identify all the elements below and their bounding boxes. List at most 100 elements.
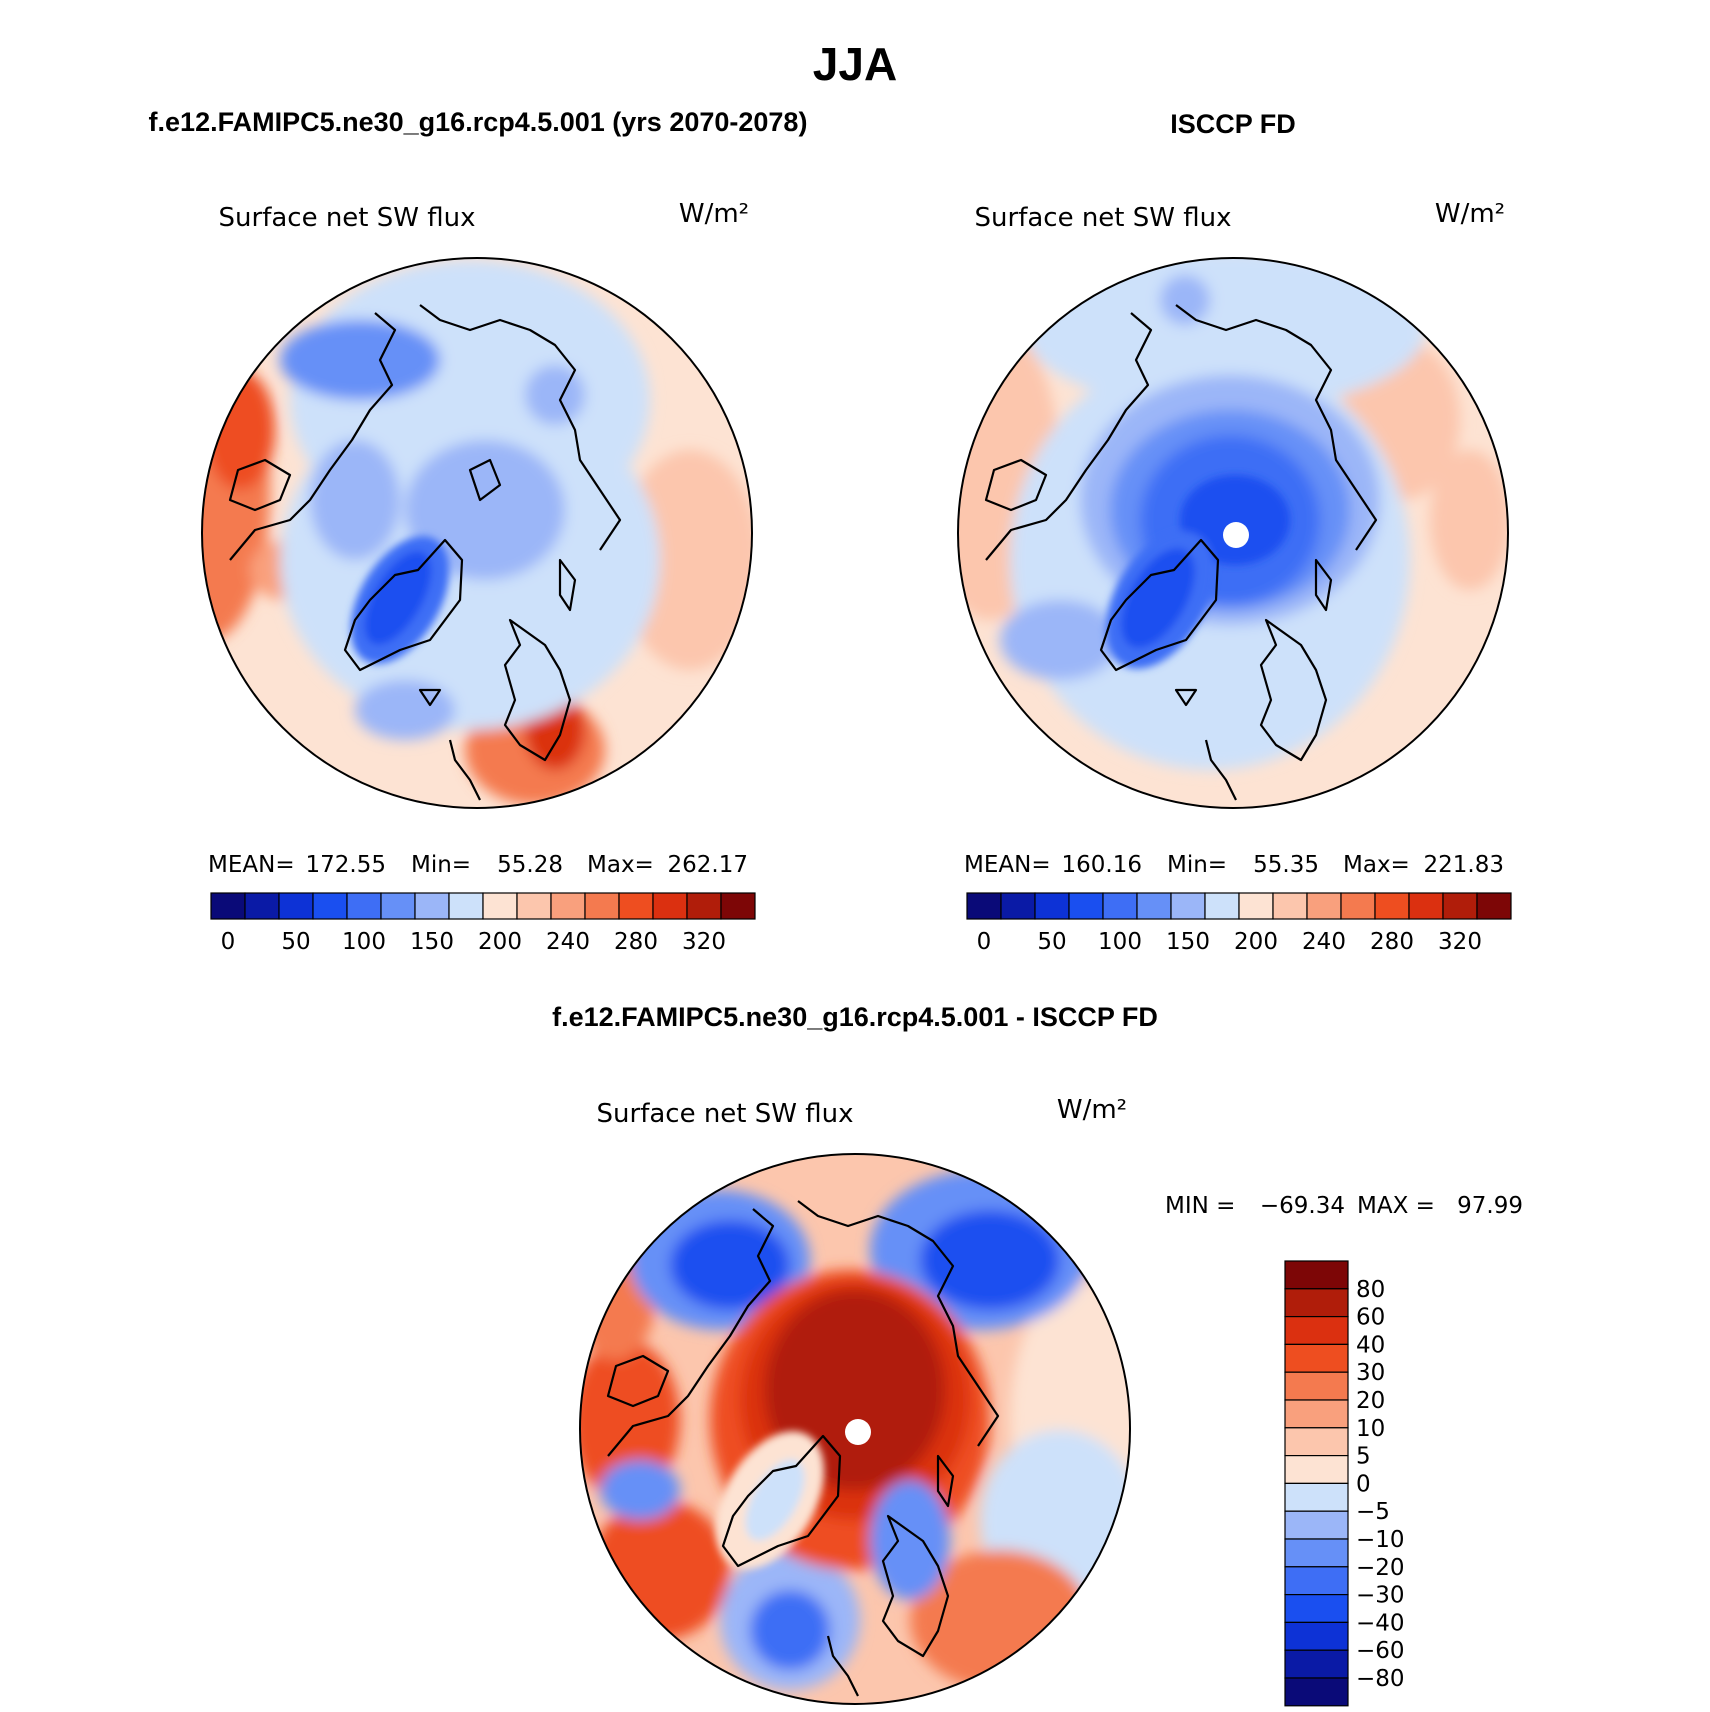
panel-obs-mean-label: MEAN= [964,852,1051,878]
colorbar-swatch [414,892,450,920]
colorbar-tick-label: 30 [1356,1360,1385,1386]
panel-right-header: ISCCP FD [1170,109,1296,139]
panel-model-map [202,258,752,808]
panel-diff-min-label: MIN = [1165,1193,1235,1219]
panel-diff-map-border [579,1153,1131,1705]
colorbar-tick-label: 100 [1098,929,1142,955]
panel-obs-mean: 160.16 [1062,852,1142,878]
colorbar-swatch [244,892,280,920]
colorbar-tick-label: 200 [478,929,522,955]
panel-model: Surface net SW flux W/m² [201,199,756,955]
colorbar-swatch [1102,892,1138,920]
colorbar-swatch [448,892,484,920]
colorbar-swatch [1272,892,1308,920]
panel-diff: Surface net SW flux W/m² [579,1095,1523,1707]
colorbar-swatch [1284,1260,1349,1290]
colorbar-tick-label: −5 [1356,1499,1390,1525]
colorbar-swatch [1284,1649,1349,1679]
panel-model-max: 262.17 [668,852,748,878]
colorbar-swatch [380,892,416,920]
colorbar-model: 0 50 100 150 200 240 280 320 [210,892,756,955]
colorbar-swatch [1284,1566,1349,1596]
colorbar-swatch [720,892,756,920]
panel-diff-max: 97.99 [1457,1193,1523,1219]
panel-obs-title: Surface net SW flux [975,203,1232,233]
colorbar-swatch [686,892,722,920]
colorbar-tick-label: 10 [1356,1416,1385,1442]
pole-hole-diff [845,1419,871,1445]
panel-model-mean-label: MEAN= [208,852,295,878]
colorbar-tick-label: 20 [1356,1388,1385,1414]
colorbar-tick-label: 240 [1302,929,1346,955]
colorbar-tick-label: 240 [546,929,590,955]
colorbar-swatch [278,892,314,920]
colorbar-tick-label: −60 [1356,1638,1405,1664]
colorbar-swatch [1284,1621,1349,1651]
diff-header: f.e12.FAMIPC5.ne30_g16.rcp4.5.001 - ISCC… [552,1002,1158,1032]
colorbar-tick-label: 40 [1356,1332,1385,1358]
panel-model-map-border [201,257,753,809]
colorbar-tick-label: 0 [1356,1471,1371,1497]
panel-obs: Surface net SW flux W/m² [957,199,1512,955]
colorbar-tick-label: 100 [342,929,386,955]
colorbar-tick-label: 50 [281,929,310,955]
colorbar-tick-label: 150 [410,929,454,955]
colorbar-tick-label: 50 [1037,929,1066,955]
panel-obs-max-label: Max= [1343,852,1410,878]
panel-model-stats: MEAN= 172.55 Min= 55.28 Max= 262.17 [208,852,748,878]
colorbar-swatch [1284,1315,1349,1345]
colorbar-swatch [1284,1510,1349,1540]
colorbar-swatch [1284,1399,1349,1429]
colorbar-swatch [1204,892,1240,920]
panel-obs-units: W/m² [1435,199,1505,229]
colorbar-swatch [1284,1427,1349,1457]
colorbar-swatch [618,892,654,920]
panel-obs-max: 221.83 [1424,852,1504,878]
panel-model-title: Surface net SW flux [219,203,476,233]
panel-diff-stats: MIN = −69.34 MAX = 97.99 [1165,1193,1523,1219]
colorbar-obs: 0 50 100 150 200 240 280 320 [966,892,1512,955]
colorbar-tick-label: 5 [1356,1444,1371,1470]
colorbar-tick-label: 200 [1234,929,1278,955]
colorbar-tick-label: 0 [221,929,236,955]
panel-obs-min: 55.35 [1253,852,1319,878]
colorbar-swatch [1238,892,1274,920]
colorbar-swatch [1374,892,1410,920]
panel-obs-min-label: Min= [1167,852,1227,878]
panel-model-units: W/m² [679,199,749,229]
colorbar-swatch [652,892,688,920]
colorbar-tick-label: −40 [1356,1610,1405,1636]
colorbar-swatch [584,892,620,920]
colorbar-swatch [1284,1482,1349,1512]
panel-diff-min: −69.34 [1260,1193,1345,1219]
colorbar-swatch [550,892,586,920]
colorbar-swatch [1170,892,1206,920]
colorbar-swatch [1408,892,1444,920]
colorbar-tick-label: 280 [1370,929,1414,955]
colorbar-swatch [966,892,1002,920]
colorbar-swatch [1306,892,1342,920]
colorbar-tick-label: 280 [614,929,658,955]
panel-model-min-label: Min= [411,852,471,878]
panel-diff-map [580,1154,1130,1704]
colorbar-swatch [516,892,552,920]
panel-diff-title: Surface net SW flux [597,1099,854,1129]
panel-diff-units: W/m² [1057,1095,1127,1125]
colorbar-swatch [312,892,348,920]
panel-left-header: f.e12.FAMIPC5.ne30_g16.rcp4.5.001 (yrs 2… [149,107,808,137]
colorbar-swatch [1068,892,1104,920]
colorbar-swatch [346,892,382,920]
panel-obs-map [958,258,1508,808]
colorbar-swatch [1476,892,1512,920]
colorbar-tick-label: −30 [1356,1583,1405,1609]
panel-obs-map-border [957,257,1509,809]
colorbar-swatch [210,892,246,920]
colorbar-tick-label: 320 [682,929,726,955]
colorbar-swatch [1284,1288,1349,1318]
colorbar-tick-label: 80 [1356,1277,1385,1303]
colorbar-swatch [1442,892,1478,920]
colorbar-swatch [1340,892,1376,920]
colorbar-swatch [1034,892,1070,920]
